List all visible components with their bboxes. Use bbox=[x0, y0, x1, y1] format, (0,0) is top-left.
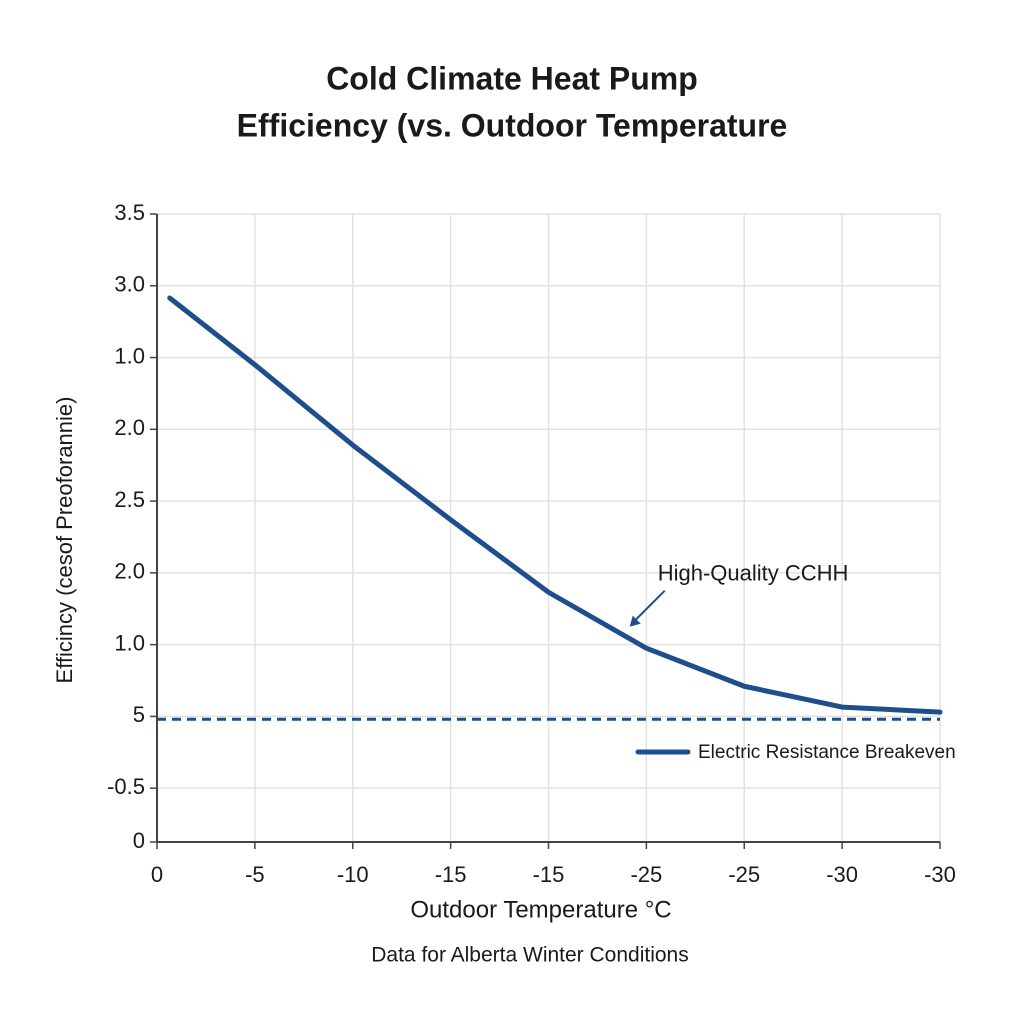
chart-title: Efficiency (vs. Outdoor Temperature bbox=[237, 107, 788, 143]
footnote: Data for Alberta Winter Conditions bbox=[371, 944, 688, 967]
x-tick-label: -15 bbox=[533, 862, 565, 887]
data-line bbox=[167, 295, 943, 715]
annotation-arrow bbox=[633, 589, 666, 623]
y-tick-label: 5 bbox=[133, 702, 145, 727]
x-axis-label: Outdoor Temperature °C bbox=[410, 896, 671, 923]
annotation-arrowhead bbox=[629, 615, 641, 627]
x-tick-label: -25 bbox=[728, 862, 760, 887]
y-tick-label: 1.0 bbox=[114, 630, 145, 655]
y-tick-label: 2.0 bbox=[114, 559, 145, 584]
y-tick-label: 2.0 bbox=[114, 415, 145, 440]
x-tick-label: -30 bbox=[924, 862, 956, 887]
y-tick-label: 1.0 bbox=[114, 343, 145, 368]
x-tick-label: -30 bbox=[826, 862, 858, 887]
x-tick-label: -15 bbox=[435, 862, 467, 887]
x-tick-label: -5 bbox=[245, 862, 265, 887]
annotation: High-Quality CCHH bbox=[658, 560, 849, 585]
y-tick-label: 3.5 bbox=[114, 200, 145, 225]
y-tick-label: 2.5 bbox=[114, 487, 145, 512]
legend-label: Electric Resistance Breakeven bbox=[698, 742, 956, 763]
y-axis-label: Efficincy (cesof Preoforannie) bbox=[52, 397, 77, 684]
y-tick-label: 3.0 bbox=[114, 272, 145, 297]
x-tick-label: -25 bbox=[630, 862, 662, 887]
y-tick-label: -0.5 bbox=[107, 774, 145, 799]
y-tick-label: 0 bbox=[133, 828, 145, 853]
x-tick-label: -10 bbox=[337, 862, 369, 887]
x-tick-label: 0 bbox=[151, 862, 163, 887]
chart-title: Cold Climate Heat Pump bbox=[326, 60, 698, 96]
